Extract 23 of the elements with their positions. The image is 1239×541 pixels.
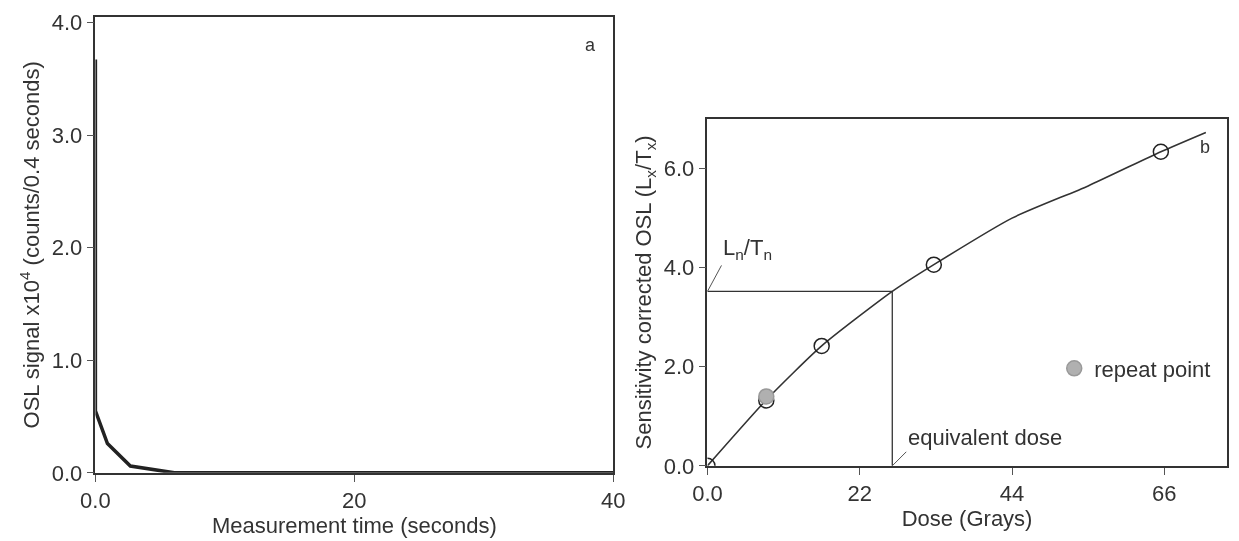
y-tick-label: 1.0: [51, 347, 83, 373]
x-tick-label: 0.0: [80, 487, 111, 513]
x-tick-label: 20: [342, 487, 367, 513]
y-tick-label: 2.0: [663, 354, 695, 380]
x-tick-label: 44: [999, 480, 1025, 506]
annotation: a: [585, 35, 596, 55]
x-tick-label: 0.0: [692, 480, 723, 506]
y-tick-label: 2.0: [51, 235, 83, 261]
x-tick-label: 40: [601, 487, 626, 513]
x-tick-label: 66: [1152, 480, 1177, 506]
x-axis-title: Measurement time (seconds): [211, 512, 497, 538]
legend-label: repeat point: [1094, 356, 1211, 382]
annotation: b: [1200, 137, 1211, 157]
y-tick-label: 0.0: [51, 460, 83, 486]
y-tick-label: 4.0: [663, 255, 695, 281]
y-tick-label: 3.0: [51, 122, 83, 148]
ref-line-label: equivalent dose: [908, 425, 1063, 450]
y-tick-label: 6.0: [663, 156, 695, 182]
y-tick-label: 0.0: [663, 453, 695, 479]
y-tick-label: 4.0: [51, 10, 83, 36]
ref-line-label: L$_{n}$/T$_{n}$: [723, 235, 772, 263]
x-tick-label: 22: [847, 480, 872, 506]
x-axis-title: Dose (Grays): [901, 505, 1033, 531]
